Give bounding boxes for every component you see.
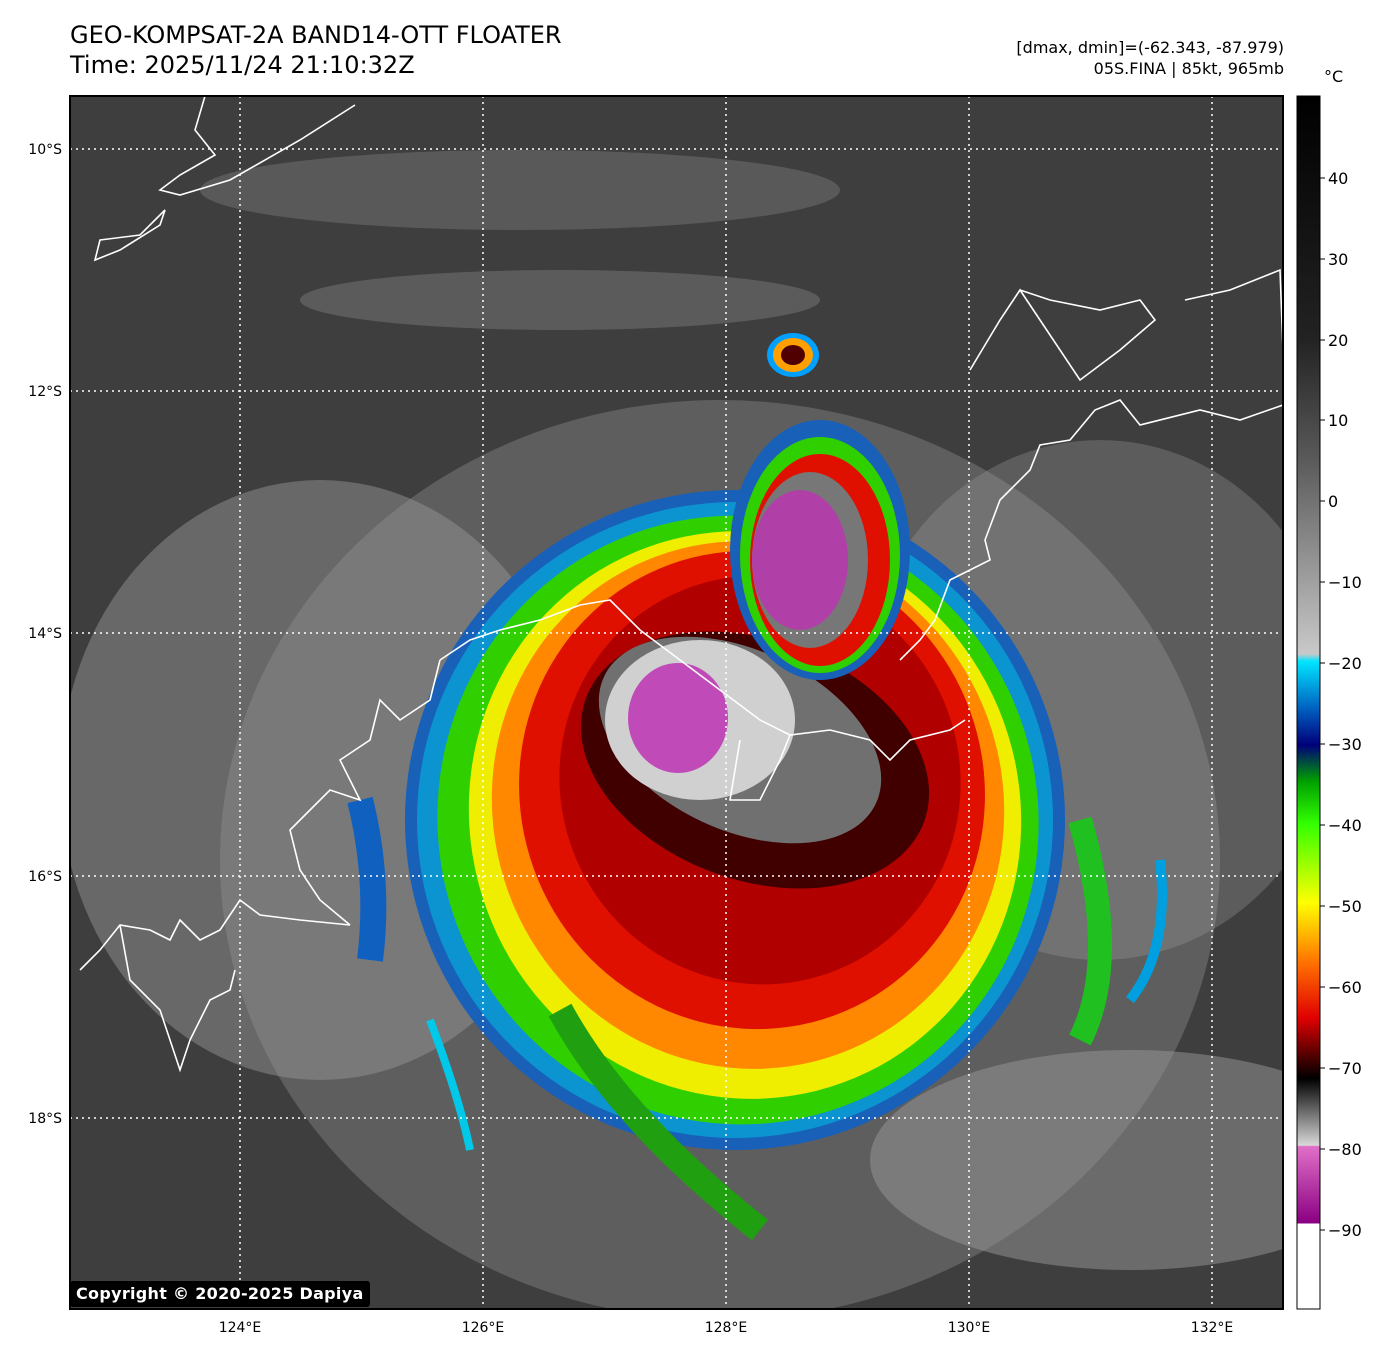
colorbar-tick: 40 <box>1328 169 1348 188</box>
lat-label: 14°S <box>28 626 62 642</box>
colorbar: 40 30 20 10 0 −10 −20 −30 −40 −50 −60 −7… <box>1296 95 1362 1310</box>
colorbar-tick: −50 <box>1328 897 1362 916</box>
lon-label: 130°E <box>948 1320 991 1336</box>
lon-label: 128°E <box>705 1320 748 1336</box>
coastlines <box>79 96 1283 1073</box>
colorbar-tick: −80 <box>1328 1140 1362 1159</box>
colorbar-tick: −70 <box>1328 1059 1362 1078</box>
lat-label: 12°S <box>28 384 62 400</box>
info-block: [dmax, dmin]=(-62.343, -87.979) 05S.FINA… <box>1016 37 1284 79</box>
colorbar-unit: °C <box>1324 67 1344 86</box>
map-frame <box>69 95 1284 1310</box>
title-line-2: Time: 2025/11/24 21:10:32Z <box>70 51 415 79</box>
title-block: GEO-KOMPSAT-2A BAND14-OTT FLOATER Time: … <box>70 20 562 80</box>
satellite-imagery <box>70 96 1283 1309</box>
colorbar-tick: −40 <box>1328 816 1362 835</box>
lon-label: 124°E <box>219 1320 262 1336</box>
colorbar-tick: 20 <box>1328 331 1348 350</box>
title-line-1: GEO-KOMPSAT-2A BAND14-OTT FLOATER <box>70 21 562 49</box>
colorbar-tick: 0 <box>1328 492 1338 511</box>
lat-label: 16°S <box>28 869 62 885</box>
colorbar-tick: 10 <box>1328 411 1348 430</box>
colorbar-tick: −60 <box>1328 978 1362 997</box>
colorbar-tick: −20 <box>1328 654 1362 673</box>
colorbar-tick: −90 <box>1328 1221 1362 1240</box>
lat-label: 10°S <box>28 142 62 158</box>
copyright-badge: Copyright © 2020-2025 Dapiya <box>70 1281 370 1307</box>
colorbar-tick: −30 <box>1328 735 1362 754</box>
range-text: [dmax, dmin]=(-62.343, -87.979) <box>1016 38 1284 57</box>
lat-label: 18°S <box>28 1111 62 1127</box>
colorbar-tick: 30 <box>1328 250 1348 269</box>
colorbar-tick: −10 <box>1328 573 1362 592</box>
gridlines <box>70 96 1283 1309</box>
storm-text: 05S.FINA | 85kt, 965mb <box>1093 59 1284 78</box>
lon-label: 132°E <box>1191 1320 1234 1336</box>
colorbar-scale <box>1296 95 1321 1310</box>
lon-label: 126°E <box>462 1320 505 1336</box>
